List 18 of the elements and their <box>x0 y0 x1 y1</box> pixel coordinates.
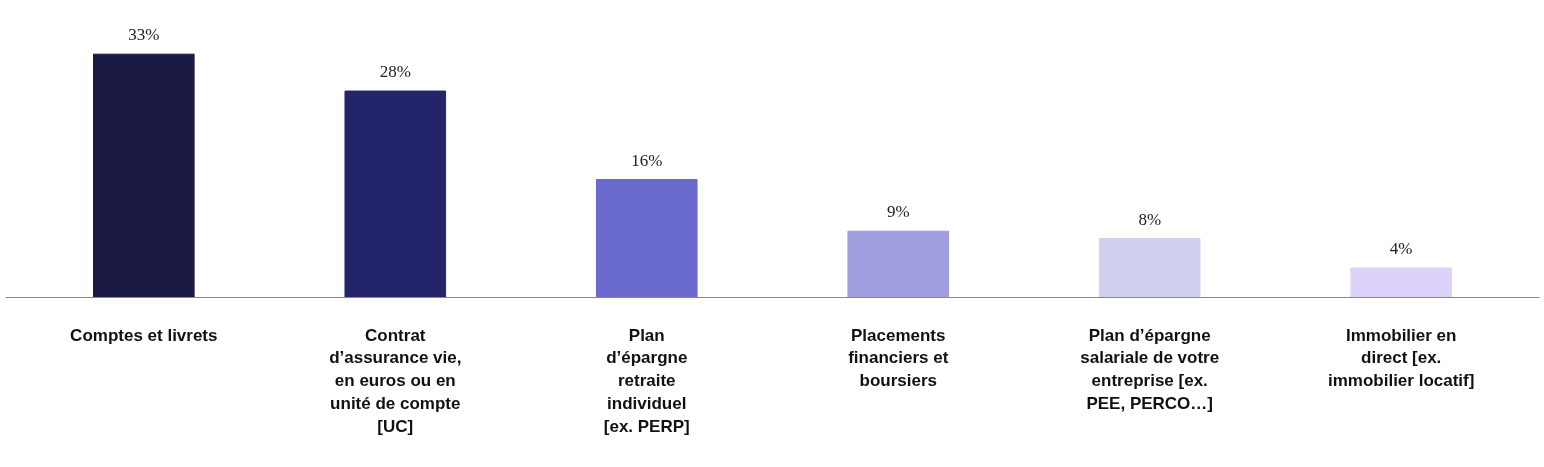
x-tick-label: Placements financiers et boursiers <box>848 325 949 391</box>
bar <box>93 53 195 298</box>
x-tick-label: Plan d’épargne salariale de votre entreprise [ex. PEE, PERCO…] <box>1080 325 1220 413</box>
bar <box>1350 267 1452 298</box>
x-tick-label: Comptes et livrets <box>70 325 218 345</box>
data-label: 33% <box>128 25 160 45</box>
data-label: 9% <box>886 202 910 222</box>
x-tick-label: Contrat d’assurance vie, en euros ou en unité de compte [UC] <box>329 325 462 436</box>
data-label: 8% <box>1138 209 1162 229</box>
data-label: 28% <box>379 62 411 82</box>
bar <box>1098 238 1201 298</box>
bar <box>847 230 950 298</box>
x-tick-label: Plan d’épargne retraite individuel [ex. PERP] <box>603 325 690 436</box>
data-label: 16% <box>631 150 663 170</box>
x-tick-label: Immobilier en direct [ex. immobilier locatif] <box>1327 325 1475 391</box>
bar <box>344 90 447 298</box>
data-label: 4% <box>1389 239 1413 259</box>
bar <box>595 179 698 298</box>
